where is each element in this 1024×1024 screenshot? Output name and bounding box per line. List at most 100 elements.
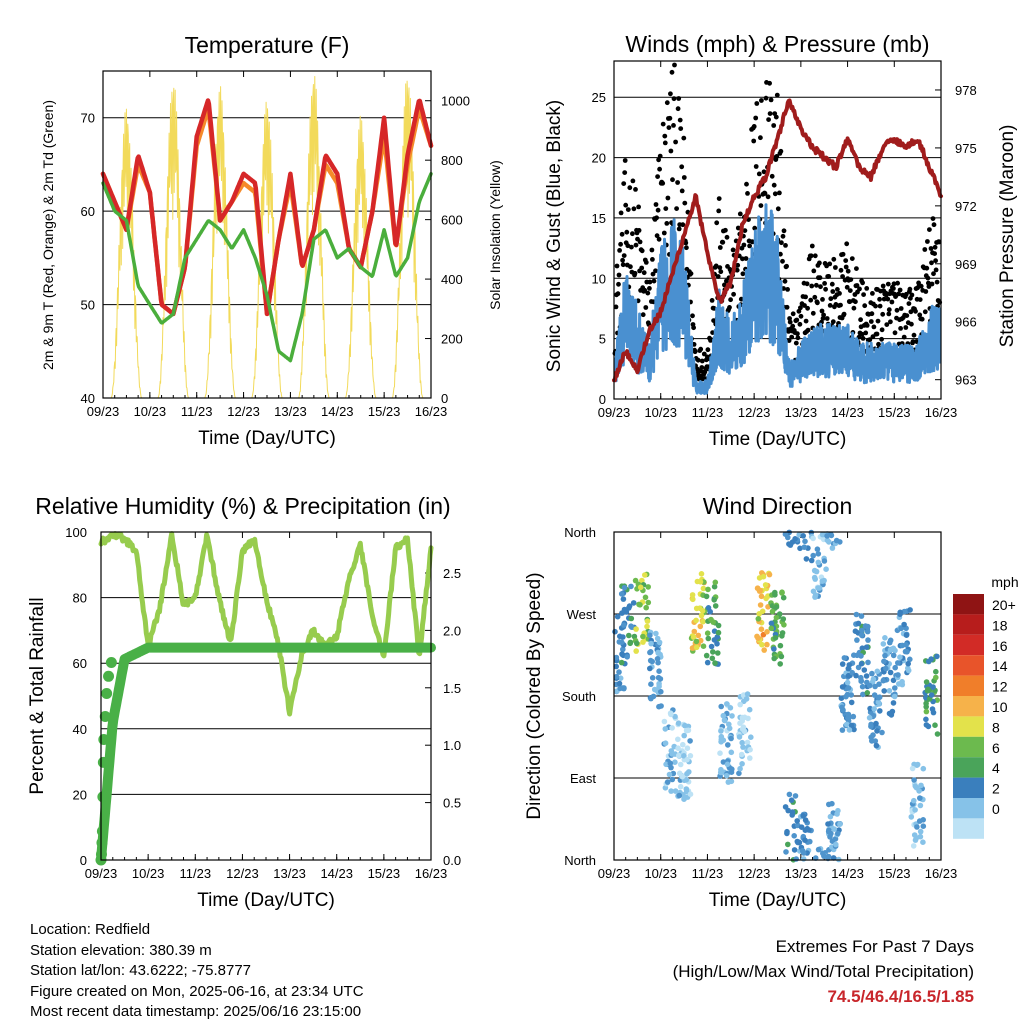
wind-direction-point [737,765,743,772]
wind-direction-point [769,608,776,615]
wind-direction-point [815,559,822,566]
gust-point [859,331,865,337]
wind-direction-point [930,709,937,716]
wind-direction-point [911,797,917,804]
wind-direction-point [627,639,634,646]
wind-direction-point [865,623,871,630]
colorbar-swatch [953,818,984,839]
wind-direction-point [881,688,887,694]
wind-direction-point [699,608,706,614]
precip-point [103,670,115,682]
x-tick-label: 10/23 [134,404,167,419]
wind-direction-point [684,770,690,777]
wind-direction-point [917,802,924,809]
gust-point [827,261,833,267]
gust-point [828,296,834,302]
gust-point [857,286,862,292]
x-tick-label: 15/23 [878,866,911,881]
gust-point [769,173,775,179]
gust-point [628,264,633,270]
wind-direction-point [875,699,882,705]
extremes-values: 74.5/46.4/16.5/1.85 [827,987,974,1006]
wind-direction-point [920,817,926,823]
wind-direction-point [820,850,826,857]
wind-direction-point [933,668,939,675]
gust-point [933,267,939,273]
wind-direction-point [923,716,929,723]
wind-direction-point [614,613,621,620]
gust-point [838,302,843,308]
wind-direction-point [666,771,673,778]
x-tick-label: 09/23 [85,866,118,881]
wind-direction-point [839,684,846,690]
wind-direction-point [758,593,765,600]
wind-direction-point [873,742,880,749]
wind-direction-point [618,659,625,666]
x-tick-label: 14/23 [320,866,353,881]
wind-direction-point [655,659,661,666]
wind-direction-point [746,706,753,713]
wind-direction-point [882,652,888,659]
gust-point [827,303,833,308]
gust-point [803,318,809,324]
wind-direction-point [738,751,745,758]
gust-point [826,274,832,279]
wind-direction-point [792,793,799,799]
wind-direction-point [814,546,821,552]
wind-direction-point [633,648,639,654]
gust-point [911,332,917,338]
gust-point [637,239,643,245]
gust-point [849,256,855,261]
gust-point [740,256,745,262]
wind-direction-point [905,660,911,667]
wind-direction-point [808,557,815,564]
gust-point [908,309,914,315]
wind-direction-point [786,791,793,798]
wind-direction-point [626,632,632,639]
wind-direction-point [887,637,894,644]
gust-point [858,317,863,323]
wind-direction-point [871,706,877,712]
panel-1: Temperature (F) 09/23 10/23 11/23 12/23 13/23… [40,32,503,449]
y2-tick-label: 1000 [441,94,470,109]
y-tick-label: 25 [592,90,606,105]
precip-point [105,657,117,669]
gust-point [622,158,628,163]
gust-point [621,181,627,187]
gust-point [705,347,711,353]
wind-direction-point [861,667,868,673]
wind-direction-point [626,605,632,611]
x-tick-label: 11/23 [181,404,213,419]
gust-point [923,289,929,294]
precip-point [96,825,108,837]
wind-direction-point [833,841,839,848]
wind-direction-point [653,687,660,693]
wind-direction-point [633,626,639,632]
wind-direction-point [697,623,704,630]
wind-direction-point [715,622,722,629]
wind-direction-point [933,674,939,681]
wind-direction-point [892,685,898,691]
gust-point [925,275,931,281]
gust-point [737,211,743,217]
colorbar-swatch [953,655,984,676]
gust-point [787,316,792,321]
gust-point [805,305,810,311]
y-axis-label: Direction (Colored By Speed) [524,572,545,819]
wind-direction-point [684,756,690,763]
wind-direction-point [794,818,800,824]
gust-point [636,204,641,210]
gust-point [619,231,625,237]
gust-point [847,299,853,305]
gust-point [630,178,636,184]
wind-direction-point [655,674,662,681]
gust-point [793,340,799,346]
wind-direction-point [643,604,649,611]
wind-direction-point [923,700,929,707]
gust-point [789,334,795,340]
wind-direction-point [784,830,790,837]
gust-point [824,316,830,321]
gust-point [821,312,826,318]
gust-point [812,253,818,259]
wind-direction-point [710,649,716,655]
